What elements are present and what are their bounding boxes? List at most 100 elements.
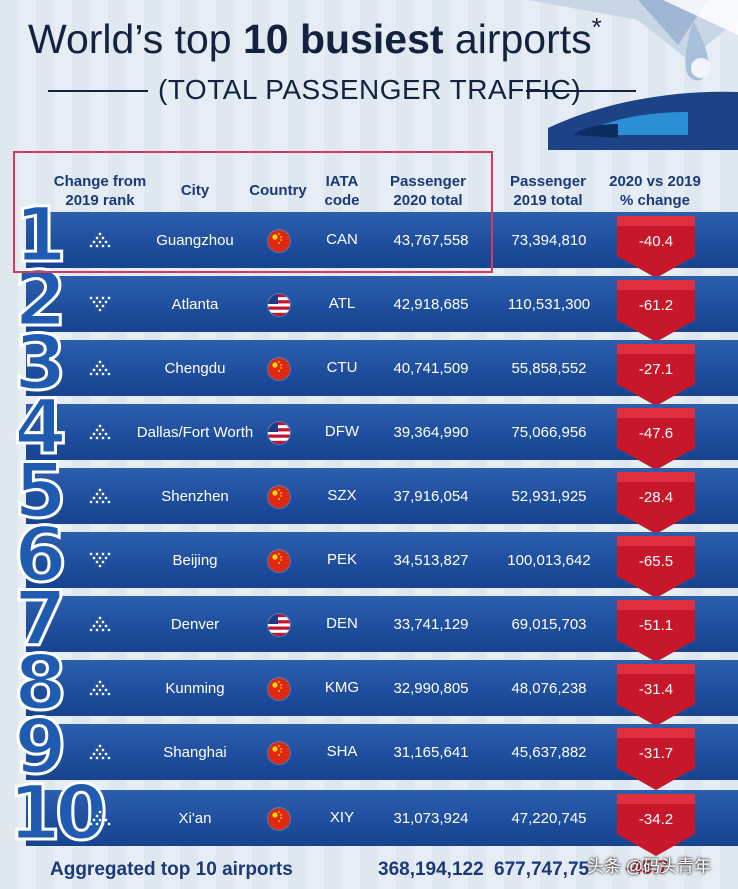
passenger-2019: 52,931,925 <box>511 488 587 505</box>
pct-change-badge: -31.7 <box>615 728 697 792</box>
iata-code: ATL <box>328 295 356 312</box>
pct-change-value: -51.1 <box>638 617 674 634</box>
header-passenger-2019: Passenger 2019 total <box>498 172 598 210</box>
china-flag-icon <box>268 678 290 700</box>
header-p2019-line1: Passenger <box>510 173 586 190</box>
city-name: Atlanta <box>171 296 219 313</box>
pct-change-badge: -27.1 <box>615 344 697 408</box>
iata-code: XIY <box>329 809 355 826</box>
pct-change-value: -40.4 <box>638 233 674 250</box>
city-name: Denver <box>170 616 220 633</box>
rank-number: 4 <box>13 382 69 471</box>
iata-code: CTU <box>326 359 358 376</box>
passenger-2019: 110,531,300 <box>507 296 591 313</box>
aggregate-2019-total: 677,747,75 <box>494 859 590 880</box>
header-iata-line1: IATA <box>325 173 359 190</box>
pct-change-badge: -51.1 <box>615 600 697 664</box>
pct-change-badge: -47.6 <box>615 408 697 472</box>
header-city: City <box>180 182 210 199</box>
city-name: Beijing <box>172 552 218 569</box>
passenger-2020: 31,165,641 <box>393 744 469 761</box>
aggregate-label: Aggregated top 10 airports <box>50 859 293 880</box>
passenger-2020: 40,741,509 <box>393 360 469 377</box>
rank-number: 5 <box>13 446 69 535</box>
pct-change-value: -47.6 <box>638 425 674 442</box>
rank-up-icon <box>85 616 115 632</box>
header-iata: IATA code <box>312 172 372 210</box>
rank-number: 1 <box>13 190 69 279</box>
passenger-2019: 48,076,238 <box>511 680 587 697</box>
pct-change-badge: -28.4 <box>615 472 697 536</box>
china-flag-icon <box>268 358 290 380</box>
header-change-line2: 2019 rank <box>65 192 135 209</box>
passenger-2020: 34,513,827 <box>393 552 469 569</box>
subtitle-rule-left <box>48 90 148 92</box>
rank-number: 9 <box>13 702 69 791</box>
rank-down-icon <box>85 296 115 312</box>
pct-change-value: -28.4 <box>638 489 674 506</box>
header-iata-line2: code <box>324 192 360 209</box>
title-bold: 10 busiest <box>242 16 444 62</box>
iata-code: SHA <box>326 743 358 760</box>
china-flag-icon <box>268 550 290 572</box>
pct-change-badge: -40.4 <box>615 216 697 280</box>
header-pct-line2: % change <box>619 192 691 209</box>
pct-change-value: -61.2 <box>638 297 674 314</box>
pct-change-badge: -31.4 <box>615 664 697 728</box>
rank-number: 3 <box>13 318 69 407</box>
passenger-2019: 47,220,745 <box>511 810 587 827</box>
passenger-2020: 31,073,924 <box>393 810 469 827</box>
rank-up-icon <box>85 680 115 696</box>
page-title: World’s top 10 busiest airports* <box>28 12 668 70</box>
passenger-2019: 69,015,703 <box>511 616 587 633</box>
title-pre: World’s top <box>28 16 243 62</box>
passenger-2019: 73,394,810 <box>511 232 587 249</box>
usa-flag-icon <box>268 422 290 444</box>
rank-number: 7 <box>13 574 69 663</box>
city-name: Dallas/Fort Worth <box>136 424 254 441</box>
airplane-illustration <box>528 0 738 150</box>
rank-up-icon <box>85 744 115 760</box>
watermark: 头条 @码头青年 <box>587 857 711 876</box>
header-passenger-2020: Passenger 2020 total <box>378 172 478 210</box>
iata-code: DEN <box>326 615 358 632</box>
rank-up-icon <box>85 424 115 440</box>
passenger-2020: 39,364,990 <box>393 424 469 441</box>
usa-flag-icon <box>268 294 290 316</box>
city-name: Shanghai <box>163 744 227 761</box>
header-change: Change from 2019 rank <box>44 172 156 210</box>
page-subtitle: (TOTAL PASSENGER TRAFFIC) <box>158 74 582 105</box>
passenger-2019: 75,066,956 <box>511 424 587 441</box>
iata-code: SZX <box>327 487 357 504</box>
china-flag-icon <box>268 808 290 830</box>
pct-change-badge: -34.2 <box>615 794 697 858</box>
pct-change-value: -27.1 <box>638 361 674 378</box>
header-p2020-line1: Passenger <box>390 173 466 190</box>
highlight-box <box>13 151 493 273</box>
pct-change-badge: -61.2 <box>615 280 697 344</box>
usa-flag-icon <box>268 614 290 636</box>
iata-code: KMG <box>324 679 360 696</box>
rank-number: 8 <box>13 638 69 727</box>
pct-change-value: -65.5 <box>638 553 674 570</box>
pct-change-value: -31.4 <box>638 681 674 698</box>
iata-code: PEK <box>326 551 357 568</box>
china-flag-icon <box>268 230 290 252</box>
pct-change-badge: -65.5 <box>615 536 697 600</box>
subtitle-block: (TOTAL PASSENGER TRAFFIC) <box>48 72 638 108</box>
city-name: Chengdu <box>164 360 226 377</box>
aggregate-2020-total: 368,194,122 <box>378 859 484 880</box>
rank-down-icon <box>85 552 115 568</box>
header-p2019-line2: 2019 total <box>513 192 583 209</box>
header-change-line1: Change from <box>53 173 147 190</box>
passenger-2020: 42,918,685 <box>393 296 469 313</box>
rank-number: 10 <box>7 768 110 857</box>
china-flag-icon <box>268 486 290 508</box>
passenger-2019: 55,858,552 <box>511 360 587 377</box>
city-name: Kunming <box>165 680 225 697</box>
rank-up-icon <box>85 488 115 504</box>
aggregate-pct-change: -45.7 <box>625 858 669 879</box>
passenger-2020: 37,916,054 <box>393 488 469 505</box>
city-name: Xi'an <box>178 810 212 827</box>
iata-code: CAN <box>326 231 358 248</box>
